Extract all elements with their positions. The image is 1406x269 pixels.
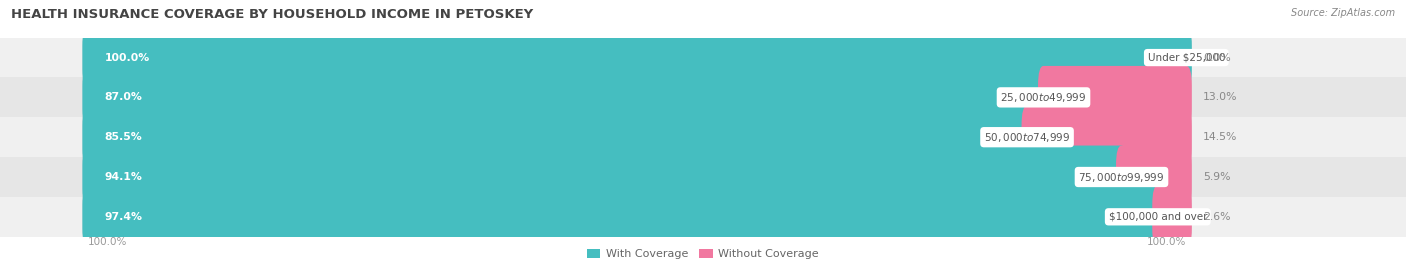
FancyBboxPatch shape bbox=[83, 26, 1192, 89]
Text: 97.4%: 97.4% bbox=[104, 212, 142, 222]
Text: Source: ZipAtlas.com: Source: ZipAtlas.com bbox=[1291, 8, 1395, 18]
Text: 100.0%: 100.0% bbox=[1147, 237, 1187, 247]
FancyBboxPatch shape bbox=[83, 106, 1192, 169]
Text: $25,000 to $49,999: $25,000 to $49,999 bbox=[1000, 91, 1087, 104]
FancyBboxPatch shape bbox=[83, 146, 1128, 208]
FancyBboxPatch shape bbox=[83, 185, 1163, 248]
Text: 94.1%: 94.1% bbox=[104, 172, 142, 182]
FancyBboxPatch shape bbox=[1153, 185, 1192, 248]
FancyBboxPatch shape bbox=[83, 106, 1032, 169]
Text: 87.0%: 87.0% bbox=[104, 92, 142, 102]
FancyBboxPatch shape bbox=[83, 26, 1192, 89]
FancyBboxPatch shape bbox=[83, 66, 1192, 129]
Text: 14.5%: 14.5% bbox=[1202, 132, 1237, 142]
FancyBboxPatch shape bbox=[0, 157, 1406, 197]
FancyBboxPatch shape bbox=[83, 66, 1049, 129]
Text: 5.9%: 5.9% bbox=[1202, 172, 1230, 182]
Legend: With Coverage, Without Coverage: With Coverage, Without Coverage bbox=[582, 244, 824, 263]
Text: 13.0%: 13.0% bbox=[1202, 92, 1237, 102]
FancyBboxPatch shape bbox=[83, 185, 1192, 248]
FancyBboxPatch shape bbox=[0, 77, 1406, 117]
FancyBboxPatch shape bbox=[1116, 146, 1192, 208]
FancyBboxPatch shape bbox=[83, 146, 1192, 208]
FancyBboxPatch shape bbox=[1038, 66, 1192, 129]
Text: Under $25,000: Under $25,000 bbox=[1147, 52, 1225, 63]
Text: $100,000 and over: $100,000 and over bbox=[1108, 212, 1206, 222]
Text: $50,000 to $74,999: $50,000 to $74,999 bbox=[984, 131, 1070, 144]
Text: 2.6%: 2.6% bbox=[1202, 212, 1230, 222]
FancyBboxPatch shape bbox=[0, 197, 1406, 237]
FancyBboxPatch shape bbox=[0, 117, 1406, 157]
Text: HEALTH INSURANCE COVERAGE BY HOUSEHOLD INCOME IN PETOSKEY: HEALTH INSURANCE COVERAGE BY HOUSEHOLD I… bbox=[11, 8, 533, 21]
FancyBboxPatch shape bbox=[1022, 106, 1192, 169]
Text: $75,000 to $99,999: $75,000 to $99,999 bbox=[1078, 171, 1164, 183]
Text: 100.0%: 100.0% bbox=[87, 237, 128, 247]
Text: 100.0%: 100.0% bbox=[104, 52, 149, 63]
FancyBboxPatch shape bbox=[0, 38, 1406, 77]
Text: 0.0%: 0.0% bbox=[1202, 52, 1230, 63]
Text: 85.5%: 85.5% bbox=[104, 132, 142, 142]
